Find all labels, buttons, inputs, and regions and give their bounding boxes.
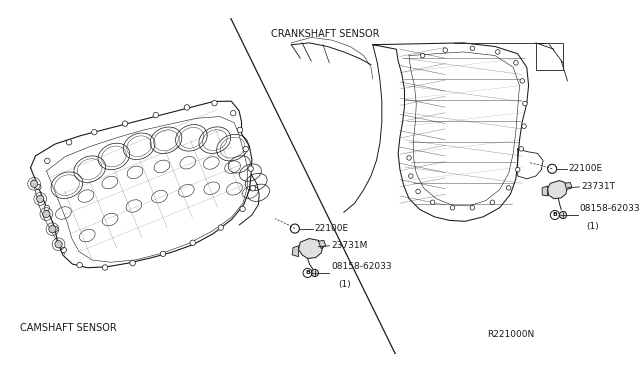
Circle shape <box>230 110 236 116</box>
Circle shape <box>52 226 58 232</box>
Text: B: B <box>305 270 310 275</box>
Circle shape <box>506 186 511 190</box>
Circle shape <box>218 225 223 230</box>
Text: 23731T: 23731T <box>581 182 615 192</box>
Text: (1): (1) <box>587 222 599 231</box>
Circle shape <box>559 211 566 219</box>
Text: 22100E: 22100E <box>568 164 603 173</box>
Circle shape <box>237 127 243 133</box>
Polygon shape <box>319 240 326 248</box>
Circle shape <box>31 180 38 187</box>
Circle shape <box>250 186 255 191</box>
Circle shape <box>420 53 425 58</box>
Circle shape <box>515 167 520 172</box>
Circle shape <box>450 205 455 210</box>
Circle shape <box>430 200 435 205</box>
Circle shape <box>130 260 135 266</box>
Circle shape <box>49 225 56 233</box>
Circle shape <box>240 206 245 212</box>
Text: 08158-62033: 08158-62033 <box>579 204 640 213</box>
Circle shape <box>408 174 413 178</box>
Circle shape <box>212 100 217 106</box>
Circle shape <box>77 262 83 268</box>
Circle shape <box>184 105 189 110</box>
Circle shape <box>102 265 108 270</box>
Circle shape <box>55 241 62 248</box>
Circle shape <box>495 50 500 54</box>
Circle shape <box>153 112 159 118</box>
Text: 23731M: 23731M <box>331 241 367 250</box>
Polygon shape <box>298 238 323 259</box>
Polygon shape <box>548 180 568 199</box>
Circle shape <box>160 251 166 257</box>
Circle shape <box>43 211 50 218</box>
Circle shape <box>443 48 447 52</box>
Circle shape <box>523 101 527 106</box>
Text: (1): (1) <box>339 280 351 289</box>
Circle shape <box>490 200 495 205</box>
Circle shape <box>122 121 128 126</box>
Text: R221000N: R221000N <box>488 330 535 339</box>
Circle shape <box>514 61 518 65</box>
Circle shape <box>36 195 44 202</box>
Text: CRANKSHAFT SENSOR: CRANKSHAFT SENSOR <box>271 29 380 39</box>
Polygon shape <box>292 246 298 257</box>
Circle shape <box>67 140 72 145</box>
Circle shape <box>470 46 475 51</box>
Circle shape <box>61 247 67 253</box>
Text: CAMSHAFT SENSOR: CAMSHAFT SENSOR <box>19 323 116 333</box>
Circle shape <box>519 147 524 151</box>
Bar <box>536 43 563 70</box>
Text: B: B <box>552 212 557 218</box>
Polygon shape <box>565 182 572 190</box>
Circle shape <box>36 184 41 190</box>
Circle shape <box>520 78 525 83</box>
Circle shape <box>44 205 49 211</box>
Circle shape <box>92 129 97 135</box>
Circle shape <box>407 155 412 160</box>
Circle shape <box>416 189 420 194</box>
Polygon shape <box>542 186 548 196</box>
Circle shape <box>311 269 319 277</box>
Circle shape <box>470 205 475 210</box>
Text: 22100E: 22100E <box>315 224 349 233</box>
Circle shape <box>522 124 526 128</box>
Circle shape <box>190 240 195 246</box>
Circle shape <box>243 146 248 152</box>
Circle shape <box>45 158 50 164</box>
Circle shape <box>248 166 253 171</box>
Text: 08158-62033: 08158-62033 <box>331 262 392 271</box>
